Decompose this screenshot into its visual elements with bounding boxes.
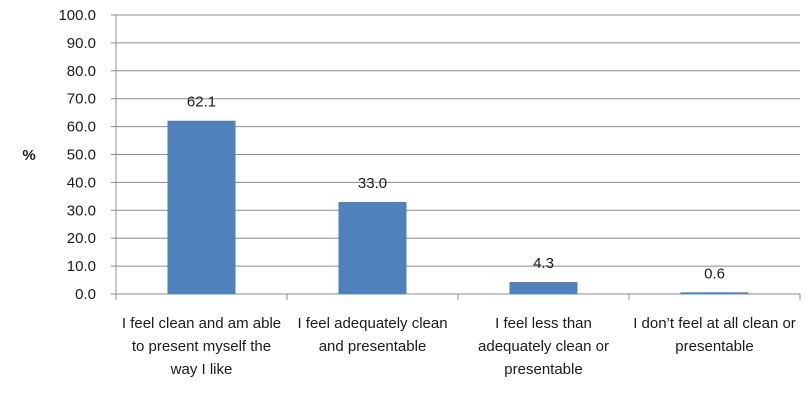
x-category-label: I feel clean and am able to present myse… [121,315,282,378]
data-label: 0.6 [704,265,725,282]
bar [167,120,236,294]
data-label: 62.1 [187,94,216,111]
x-category-label: I don’t feel at all clean or presentable [633,315,796,355]
y-axis-label: % [22,147,35,164]
data-label: 33.0 [358,175,387,192]
y-tick-label: 30.0 [67,202,96,219]
y-tick-label: 50.0 [67,147,96,164]
y-tick-label: 90.0 [67,35,96,52]
y-tick-label: 40.0 [67,174,96,191]
y-tick-label: 10.0 [67,258,96,275]
x-category-label: I feel adequately clean and presentable [297,315,448,355]
bars [167,120,749,294]
y-tick-label: 70.0 [67,91,96,108]
x-category-label: I feel less than adequately clean or pre… [478,315,609,378]
y-tick-label: 20.0 [67,230,96,247]
data-labels: 62.1 33.0 4.3 0.6 [187,94,725,283]
y-tick-label: 60.0 [67,119,96,136]
bar [509,282,578,294]
y-tick-label: 100.0 [58,7,96,24]
data-label: 4.3 [533,255,554,272]
bar [680,292,749,294]
y-tick-label: 80.0 [67,63,96,80]
y-tick-label: 0.0 [75,286,96,303]
bar [338,201,407,294]
